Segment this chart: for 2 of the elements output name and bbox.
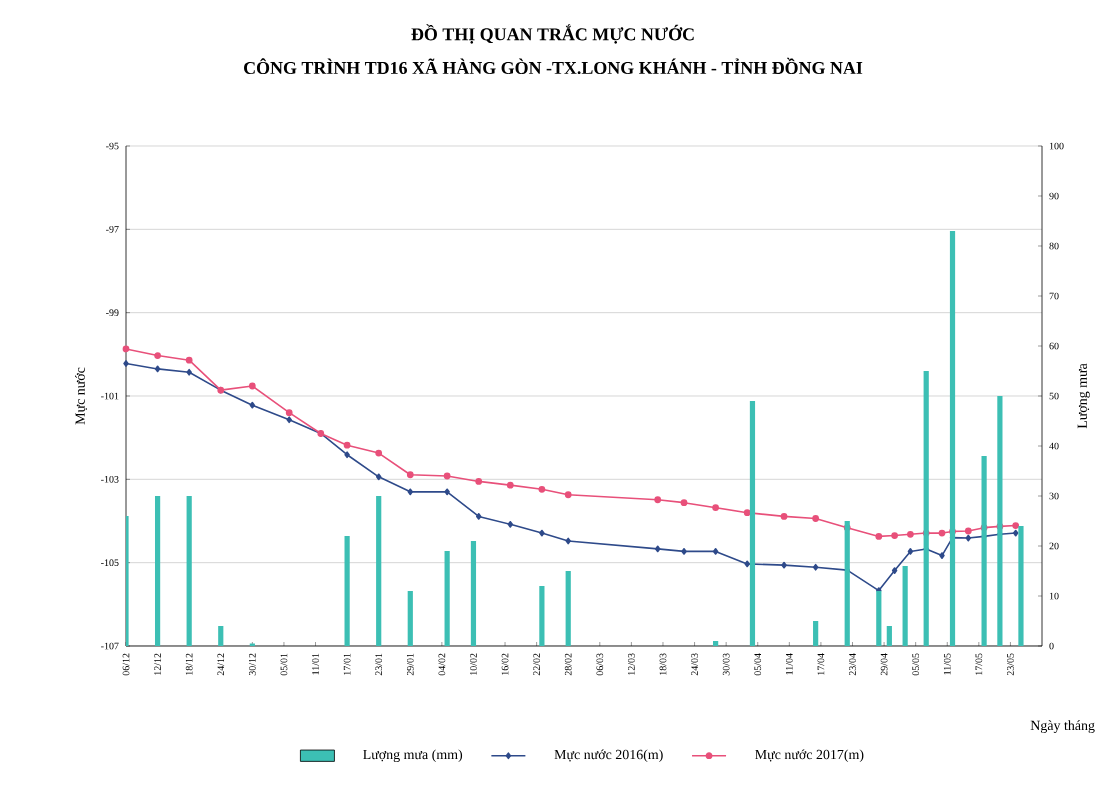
chart-subtitle: CÔNG TRÌNH TD16 XÃ HÀNG GÒN -TX.LONG KHÁNH - TỈNH ĐỒNG NAI [244,57,863,75]
chart-title: ĐỒ THỊ QUAN TRẮC MỰC NƯỚC [411,24,694,44]
